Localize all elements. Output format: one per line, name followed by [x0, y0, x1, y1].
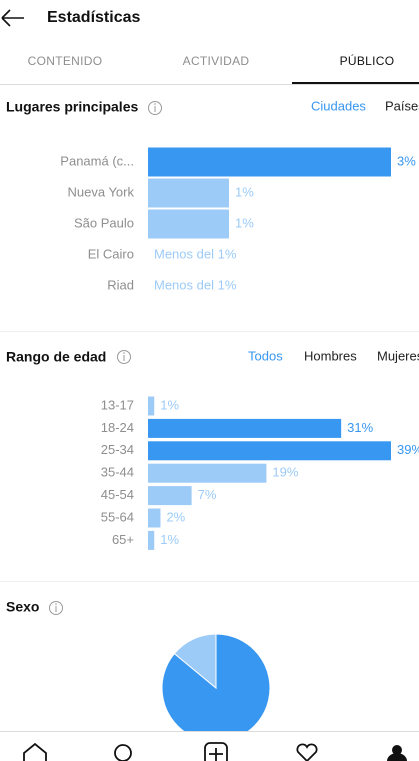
bar-label: 13-17	[101, 397, 134, 412]
info-icon[interactable]	[49, 601, 63, 615]
filter[interactable]: Todos	[248, 348, 283, 363]
value-label: Menos del 1%	[154, 277, 237, 292]
info-icon[interactable]	[148, 101, 162, 115]
bar-label: 65+	[112, 532, 134, 547]
bar-label: 25-34	[101, 442, 134, 457]
section-title: Rango de edad	[6, 349, 106, 365]
section-title: Sexo	[6, 599, 39, 615]
value-label: 7%	[198, 487, 217, 502]
filter[interactable]: Ciudades	[311, 98, 366, 113]
bar	[148, 418, 342, 438]
page-title: Estadísticas	[47, 9, 140, 26]
bar	[148, 147, 391, 177]
bar	[148, 441, 391, 461]
tab-active[interactable]: PÚBLICO	[340, 53, 395, 68]
bar-label: 45-54	[101, 487, 134, 502]
value-label: 1%	[160, 532, 179, 547]
bar	[148, 209, 229, 239]
value-label: 1%	[160, 397, 179, 412]
content: Estadísticas CONTENIDO ACTIVIDAD PÚBLICO…	[0, 9, 419, 743]
section-title: Lugares principales	[6, 99, 138, 115]
back-button[interactable]	[1, 9, 24, 27]
bar-label: São Paulo	[74, 215, 134, 230]
activity-icon[interactable]	[296, 743, 318, 761]
bar-label: 18-24	[101, 420, 134, 435]
pie-slice	[173, 633, 217, 690]
value-label: 1%	[235, 184, 254, 199]
bar	[148, 486, 192, 506]
filter[interactable]: Países	[385, 98, 419, 113]
bar	[148, 530, 155, 550]
bar-label: Nueva York	[68, 184, 135, 199]
add-icon[interactable]	[204, 742, 228, 761]
bar-label: 35-44	[101, 465, 134, 480]
bar-label: 55-64	[101, 509, 134, 524]
profile-icon[interactable]	[387, 745, 407, 761]
value-label: 3%	[397, 153, 416, 168]
bar-label: El Cairo	[88, 246, 134, 261]
tab[interactable]: CONTENIDO	[28, 54, 103, 68]
bar	[148, 396, 155, 416]
value-label: 1%	[235, 215, 254, 230]
bar	[148, 463, 267, 483]
filter[interactable]: Hombres	[304, 348, 357, 363]
bottom-nav	[0, 731, 419, 761]
info-icon[interactable]	[117, 350, 131, 364]
tab[interactable]: ACTIVIDAD	[183, 54, 250, 68]
bar	[148, 178, 229, 208]
value-label: 2%	[166, 509, 185, 524]
home-icon[interactable]	[23, 742, 47, 761]
value-label: Menos del 1%	[154, 246, 237, 261]
value-label: 19%	[272, 465, 298, 480]
value-label: 39%	[397, 442, 419, 457]
bar-label: Panamá (c...	[60, 153, 134, 168]
filter[interactable]: Mujeres	[377, 348, 419, 363]
bar	[148, 508, 161, 528]
search-icon[interactable]	[114, 744, 132, 761]
value-label: 31%	[347, 420, 373, 435]
nav-background	[0, 731, 419, 761]
bar-label: Riad	[107, 277, 134, 292]
